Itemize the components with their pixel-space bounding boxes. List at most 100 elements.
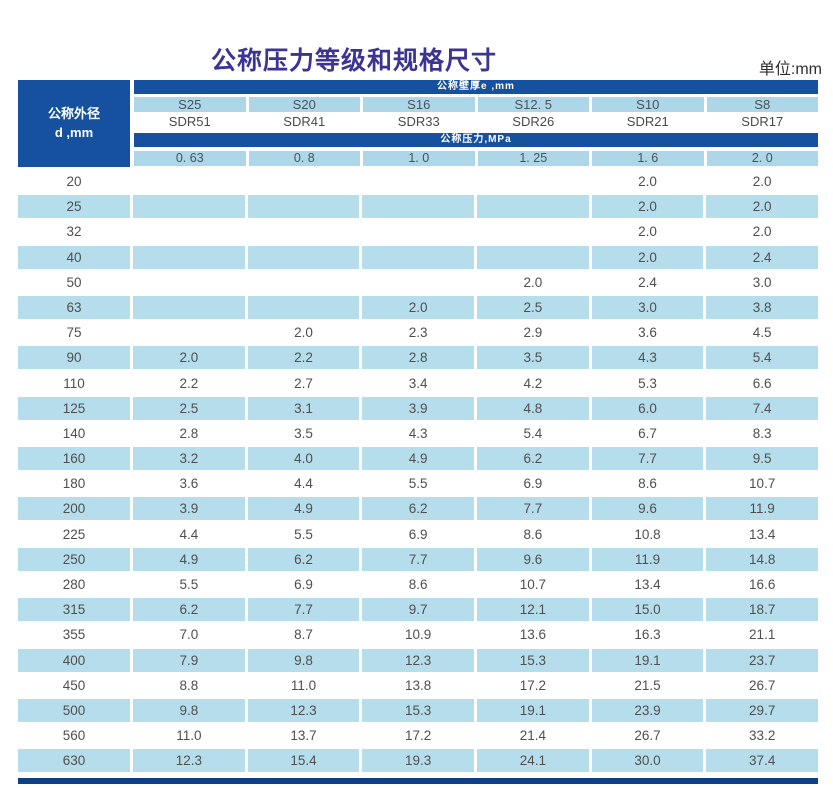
- s-class-cell: S25: [134, 97, 246, 112]
- wall-thickness-cell: 3.9: [133, 497, 245, 521]
- wall-thickness-cell: 9.6: [477, 547, 589, 571]
- corner-header-line1: 公称外径: [47, 106, 100, 122]
- wall-thickness-cell: 3.1: [247, 396, 360, 420]
- wall-thickness-cell: 11.0: [176, 728, 202, 744]
- page-title: 公称压力等级和规格尺寸: [210, 47, 497, 75]
- row-label-diameter: 140: [62, 425, 86, 441]
- wall-thickness-cell: 4.9: [133, 547, 245, 571]
- table-row: 20 2.0 2.0: [18, 170, 818, 193]
- row-label-diameter: 63: [18, 295, 130, 319]
- wall-thickness-cell: 7.4: [706, 396, 819, 420]
- wall-thickness-cell: 12.1: [477, 598, 589, 622]
- wall-thickness-cell: 2.0: [591, 195, 704, 219]
- pressure-cell: 1. 0: [363, 151, 475, 166]
- wall-thickness-cell: 6.9: [523, 476, 543, 492]
- row-label-diameter: 75: [66, 325, 82, 341]
- wall-thickness-cell: 3.8: [706, 295, 819, 319]
- wall-thickness-cell: 7.7: [591, 447, 704, 471]
- table-row: 50 2.0 2.4 3.0: [18, 271, 818, 294]
- wall-thickness-cell: 9.8: [247, 648, 360, 672]
- wall-thickness-cell: 3.0: [591, 295, 704, 319]
- wall-thickness-cell: 4.8: [477, 396, 589, 420]
- s-class-cell: S20: [248, 97, 360, 112]
- wall-thickness-cell: 2.8: [179, 425, 199, 441]
- row-label-diameter: 50: [66, 274, 82, 290]
- wall-thickness-cell: [247, 295, 360, 319]
- wall-thickness-cell: 26.7: [634, 728, 661, 744]
- table-row: 40 2.0 2.4: [18, 245, 819, 269]
- wall-thickness-cell: 37.4: [706, 749, 819, 773]
- wall-thickness-cell: [133, 170, 245, 193]
- wall-thickness-cell: 23.9: [591, 698, 704, 722]
- wall-thickness-cell: 6.2: [477, 447, 589, 471]
- sdr-header-row: SDR51 SDR41 SDR33 SDR26 SDR21 SDR17: [134, 113, 818, 131]
- wall-thickness-cell: 30.0: [591, 749, 704, 773]
- row-label-diameter: 225: [62, 526, 86, 542]
- s-class-cell: S16: [363, 97, 475, 112]
- table-row: 355 7.0 8.7 10.9 13.6 16.3 21.1: [18, 623, 818, 646]
- wall-thickness-cell: [133, 220, 245, 243]
- wall-thickness-cell: 11.0: [290, 677, 317, 693]
- wall-thickness-cell: [362, 245, 475, 269]
- wall-thickness-cell: 2.0: [294, 325, 313, 341]
- wall-thickness-cell: 7.7: [362, 547, 475, 571]
- wall-thickness-cell: 9.6: [591, 497, 704, 521]
- pressure-cell: 1. 25: [477, 151, 589, 166]
- wall-thickness-cell: 24.1: [477, 749, 589, 773]
- wall-thickness-cell: [477, 245, 589, 269]
- wall-thickness-cell: [133, 295, 245, 319]
- wall-thickness-cell: 4.3: [408, 425, 428, 441]
- table-body: 20 2.0 2.0 25 2.0 2.0 32 2.0 2.0 40 2.0 2.4 50 2.0 2.4…: [18, 170, 819, 775]
- wall-thickness-cell: 4.3: [591, 346, 704, 370]
- wall-thickness-cell: [248, 220, 360, 243]
- corner-header: 公称外径 d ,mm: [18, 80, 130, 167]
- row-label-diameter: 125: [18, 396, 130, 420]
- wall-thickness-cell: [362, 170, 474, 193]
- pressure-cell: 1. 6: [592, 151, 704, 166]
- wall-thickness-cell: 12.3: [362, 648, 475, 672]
- wall-thickness-cell: 4.4: [294, 476, 313, 492]
- sdr-cell: SDR41: [248, 113, 360, 131]
- wall-thickness-cell: 10.8: [634, 526, 661, 542]
- wall-thickness-cell: 7.9: [133, 648, 245, 672]
- row-label-diameter: 250: [18, 547, 130, 571]
- wall-thickness-cell: 16.3: [634, 627, 661, 643]
- table-row: 250 4.9 6.2 7.7 9.6 11.9 14.8: [18, 547, 819, 571]
- wall-thickness-cell: 4.4: [179, 526, 199, 542]
- wall-thickness-cell: 19.1: [591, 648, 704, 672]
- table-row: 90 2.0 2.2 2.8 3.5 4.3 5.4: [18, 346, 819, 370]
- pressure-cell: 2. 0: [706, 151, 818, 166]
- row-label-diameter: 180: [62, 476, 86, 492]
- wall-thickness-cell: [133, 321, 245, 344]
- sdr-cell: SDR21: [592, 113, 704, 131]
- wall-thickness-cell: 2.5: [477, 295, 589, 319]
- wall-thickness-cell: 9.8: [133, 698, 245, 722]
- sdr-cell: SDR51: [134, 113, 246, 131]
- wall-thickness-cell: 13.7: [290, 728, 317, 744]
- wall-thickness-cell: 2.4: [638, 274, 657, 290]
- wall-thickness-cell: 3.2: [133, 447, 245, 471]
- wall-thickness-cell: 19.3: [362, 749, 475, 773]
- wall-thickness-cell: 14.8: [706, 547, 819, 571]
- wall-thickness-cell: 4.0: [247, 447, 360, 471]
- wall-thickness-cell: 10.9: [405, 627, 432, 643]
- wall-thickness-cell: 8.6: [638, 476, 657, 492]
- wall-thickness-cell: 2.0: [752, 224, 772, 240]
- wall-thickness-cell: 2.2: [179, 375, 199, 391]
- wall-thickness-cell: 7.0: [179, 627, 199, 643]
- wall-thickness-cell: [133, 245, 245, 269]
- table-row: 25 2.0 2.0: [18, 195, 819, 219]
- wall-thickness-cell: [248, 170, 360, 193]
- wall-thickness-cell: 8.8: [179, 677, 199, 693]
- row-label-diameter: 280: [62, 577, 86, 592]
- row-label-diameter: 560: [62, 728, 86, 744]
- wall-thickness-cell: 6.7: [638, 425, 657, 441]
- sdr-cell: SDR33: [363, 113, 475, 131]
- wall-thickness-cell: 3.0: [752, 274, 772, 290]
- wall-thickness-cell: 12.3: [133, 749, 245, 773]
- table-row: 180 3.6 4.4 5.5 6.9 8.6 10.7: [18, 472, 818, 495]
- table-row: 200 3.9 4.9 6.2 7.7 9.6 11.9: [18, 497, 819, 521]
- table-row: 140 2.8 3.5 4.3 5.4 6.7 8.3: [18, 422, 818, 445]
- row-label-diameter: 40: [18, 245, 130, 269]
- wall-thickness-cell: 23.7: [706, 648, 819, 672]
